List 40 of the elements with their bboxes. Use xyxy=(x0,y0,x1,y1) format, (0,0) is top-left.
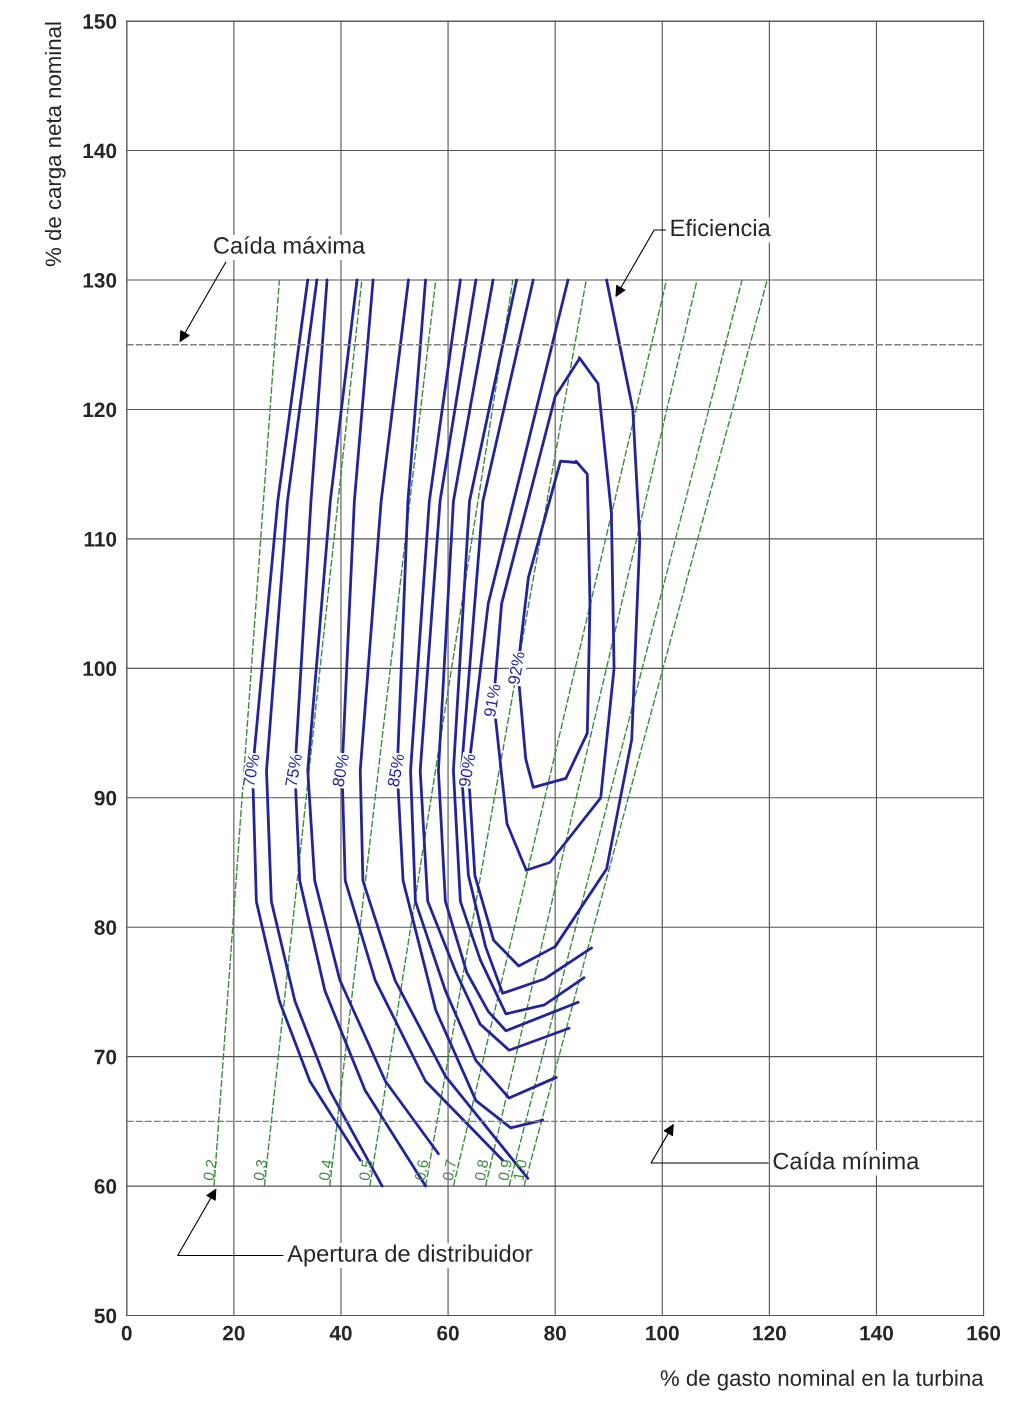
line-series xyxy=(358,278,530,1180)
ref-line-label: Caída máxima xyxy=(214,236,366,254)
x-tick-label: 120 xyxy=(753,1325,786,1341)
y-tick-label: 110 xyxy=(84,531,117,547)
y-tick-label: 60 xyxy=(94,1179,117,1194)
x-axis-title: % de gasto nominal en la turbina xyxy=(660,1369,984,1391)
line-series xyxy=(265,278,384,1188)
x-tick-label: 80 xyxy=(544,1325,566,1341)
x-tick-label: 140 xyxy=(860,1325,893,1341)
y-tick-label: 140 xyxy=(83,143,117,159)
text: 0.8 xyxy=(474,1159,489,1181)
text: 0.6 xyxy=(414,1159,429,1181)
line-series xyxy=(437,278,580,1033)
y-tick-label: 70 xyxy=(94,1049,117,1065)
text: 0.9 xyxy=(497,1159,513,1181)
y-tick-label: 100 xyxy=(83,661,117,677)
y-tick-label: 130 xyxy=(83,272,117,288)
text: 1.0 xyxy=(513,1159,528,1181)
text: 0.3 xyxy=(253,1159,268,1181)
text: 0.5 xyxy=(358,1159,373,1181)
annotation: Eficiencia xyxy=(671,218,771,237)
line-series xyxy=(306,278,440,1156)
y-tick-label: 150 xyxy=(83,14,117,29)
ref-line-label: Caída mínima xyxy=(773,1151,920,1170)
x-tick-label: 100 xyxy=(646,1325,679,1341)
x-tick-label: 40 xyxy=(329,1325,352,1341)
line-series xyxy=(418,278,571,1052)
x-tick-label: 160 xyxy=(967,1325,1001,1341)
x-tick-label: 60 xyxy=(437,1325,459,1341)
x-tick-label: 20 xyxy=(222,1325,245,1341)
text: 0.4 xyxy=(318,1159,333,1181)
y-axis-title: % de carga neta nominal xyxy=(44,22,66,267)
line-series xyxy=(409,278,558,1100)
y-tick-label: 120 xyxy=(83,402,117,418)
text: 0.7 xyxy=(442,1159,457,1181)
y-tick-label: 50 xyxy=(94,1308,117,1324)
annotation: Apertura de distribuidor xyxy=(287,1244,533,1267)
y-tick-label: 90 xyxy=(94,790,117,806)
y-tick-label: 80 xyxy=(94,920,117,935)
x-tick-label: 0 xyxy=(121,1325,132,1341)
